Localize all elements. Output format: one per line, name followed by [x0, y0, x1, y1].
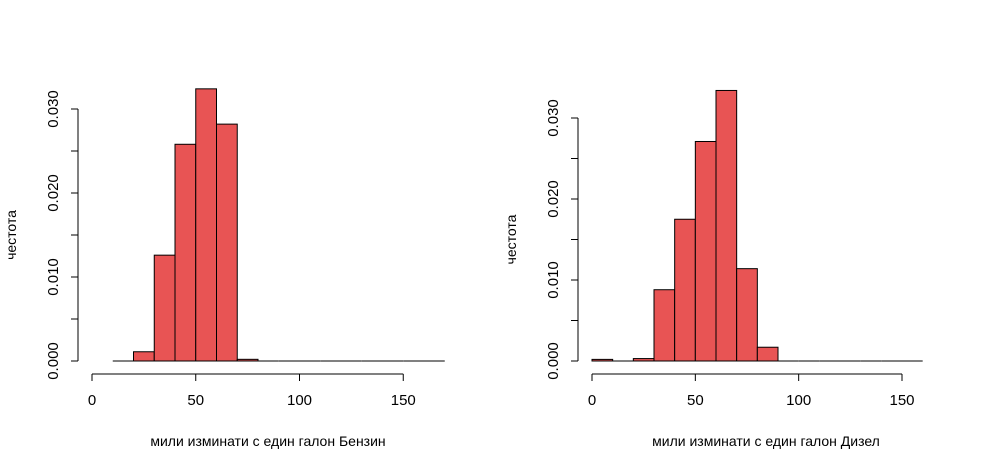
- x-tick-label-dizel-1: 50: [687, 392, 704, 409]
- histogram-panel-benzin: 0 50 100 150 0.000 0.010 0.020 0.030 мили изми…: [3, 88, 445, 449]
- y-axis-dizel: 0.000 0.010 0.020 0.030: [545, 99, 579, 380]
- x-tick-label-benzin-0: 0: [88, 392, 96, 409]
- y-tick-label-dizel-1: 0.010: [545, 261, 562, 299]
- x-tick-label-dizel-3: 150: [889, 392, 914, 409]
- x-tick-label-dizel-2: 100: [786, 392, 811, 409]
- y-tick-label-benzin-0: 0.000: [45, 342, 62, 380]
- histogram-bar-dizel-8: [756, 346, 779, 362]
- x-tick-label-dizel-0: 0: [588, 392, 596, 409]
- y-tick-label-benzin-2: 0.020: [45, 174, 62, 212]
- x-axis-label-dizel: мили изминати с един галон Дизел: [652, 433, 880, 449]
- y-tick-label-dizel-0: 0.000: [545, 342, 562, 380]
- x-tick-label-benzin-3: 150: [391, 392, 416, 409]
- y-tick-label-benzin-3: 0.030: [45, 90, 62, 128]
- histogram-bar-benzin-2: [153, 254, 176, 362]
- x-tick-label-benzin-2: 100: [287, 392, 312, 409]
- histogram-bar-dizel-3: [653, 289, 676, 362]
- y-axis-benzin: 0.000 0.010 0.020 0.030: [45, 90, 79, 380]
- histogram-bar-benzin-5: [216, 123, 238, 362]
- y-axis-label-dizel: честота: [503, 214, 519, 264]
- histogram-bar-dizel-7: [736, 268, 758, 362]
- y-tick-label-dizel-2: 0.020: [545, 180, 562, 218]
- histogram-bar-dizel-4: [674, 218, 696, 362]
- bars-benzin: [112, 88, 445, 362]
- y-tick-label-dizel-3: 0.030: [545, 99, 562, 137]
- bars-dizel: [591, 89, 923, 362]
- histogram-bar-dizel-6: [715, 89, 738, 362]
- histogram-bar-dizel-0: [591, 358, 614, 362]
- histogram-bar-benzin-3: [174, 143, 197, 362]
- y-tick-label-benzin-1: 0.010: [45, 258, 62, 296]
- x-tick-label-benzin-1: 50: [187, 392, 204, 409]
- x-axis-label-benzin: мили изминати с един галон Бензин: [150, 433, 385, 449]
- histogram-bar-benzin-4: [195, 88, 217, 362]
- histogram-bar-dizel-5: [694, 140, 717, 362]
- histogram-bar-benzin-1: [133, 351, 155, 362]
- histogram-bar-benzin-6: [236, 358, 259, 362]
- y-axis-label-benzin: честота: [3, 210, 19, 260]
- histogram-bar-dizel-2: [632, 358, 655, 362]
- x-axis-dizel: 0 50 100 150: [588, 373, 915, 409]
- x-axis-benzin: 0 50 100 150: [88, 373, 416, 409]
- histogram-panel-dizel: 0 50 100 150 0.000 0.010 0.020 0.030 мили изми…: [503, 89, 923, 449]
